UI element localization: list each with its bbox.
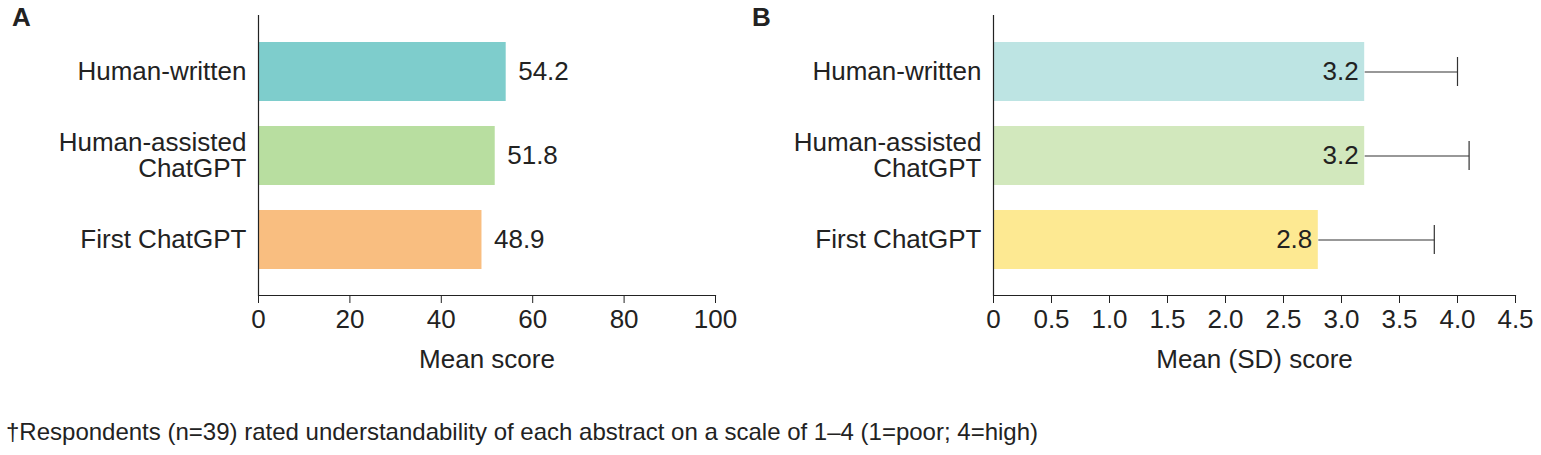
svg-text:4.0: 4.0 <box>1439 304 1475 334</box>
svg-text:3.2: 3.2 <box>1323 140 1359 170</box>
svg-text:60: 60 <box>518 304 547 334</box>
svg-text:4.5: 4.5 <box>1497 304 1533 334</box>
svg-text:3.0: 3.0 <box>1323 304 1359 334</box>
svg-text:Human-assistedChatGPT: Human-assistedChatGPT <box>794 127 982 183</box>
svg-text:2.0: 2.0 <box>1207 304 1243 334</box>
svg-text:First ChatGPT: First ChatGPT <box>80 224 246 254</box>
svg-text:Mean (SD) score: Mean (SD) score <box>1156 344 1353 374</box>
html-text:A: A <box>12 2 31 32</box>
svg-text:2.5: 2.5 <box>1265 304 1301 334</box>
svg-text:2.8: 2.8 <box>1276 224 1312 254</box>
svg-text:100: 100 <box>694 304 737 334</box>
svg-text:Mean score: Mean score <box>419 344 555 374</box>
html-text:B: B <box>752 2 771 32</box>
svg-text:1.0: 1.0 <box>1091 304 1127 334</box>
svg-text:80: 80 <box>610 304 639 334</box>
svg-text:48.9: 48.9 <box>494 224 545 254</box>
svg-text:3.5: 3.5 <box>1381 304 1417 334</box>
html-text:†Respondents (n=39) rated unde: †Respondents (n=39) rated understandabil… <box>6 418 1038 445</box>
svg-text:Human-written: Human-written <box>812 56 981 86</box>
svg-text:3.2: 3.2 <box>1323 56 1359 86</box>
svg-text:0: 0 <box>986 304 1000 334</box>
svg-text:Human-assistedChatGPT: Human-assistedChatGPT <box>59 127 247 183</box>
svg-text:20: 20 <box>335 304 364 334</box>
svg-text:54.2: 54.2 <box>518 56 569 86</box>
svg-text:First ChatGPT: First ChatGPT <box>815 224 981 254</box>
svg-text:0.5: 0.5 <box>1033 304 1069 334</box>
svg-text:40: 40 <box>427 304 456 334</box>
svg-text:Human-written: Human-written <box>77 56 246 86</box>
svg-text:0: 0 <box>251 304 265 334</box>
svg-text:1.5: 1.5 <box>1149 304 1185 334</box>
svg-text:51.8: 51.8 <box>507 140 558 170</box>
